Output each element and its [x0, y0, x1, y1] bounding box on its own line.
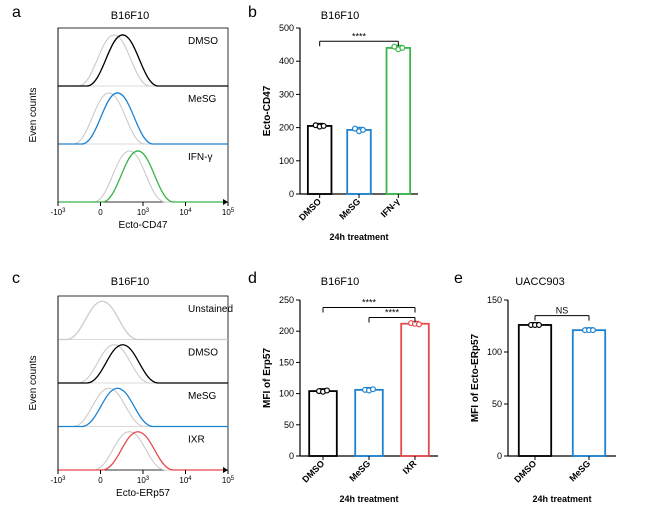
svg-text:200: 200 — [279, 326, 294, 336]
svg-text:DMSO: DMSO — [297, 196, 323, 222]
svg-text:50: 50 — [284, 420, 294, 430]
svg-text:DMSO: DMSO — [512, 458, 538, 484]
svg-text:200: 200 — [279, 123, 294, 133]
svg-text:MeSG: MeSG — [188, 391, 217, 402]
svg-text:0: 0 — [497, 451, 502, 461]
panel-letter-e: e — [454, 270, 463, 288]
svg-text:100: 100 — [279, 156, 294, 166]
svg-text:104: 104 — [179, 476, 192, 485]
panel-e-bar: 0 50 100 150 MFI of Ecto-ERp57 DMSO MeSG 24h tr… — [466, 288, 626, 508]
svg-text:DMSO: DMSO — [188, 348, 218, 359]
svg-text:105: 105 — [222, 208, 235, 217]
svg-text:0: 0 — [98, 476, 103, 485]
svg-text:IFN-γ: IFN-γ — [188, 152, 212, 163]
svg-text:IFN-γ: IFN-γ — [379, 196, 402, 219]
panel-d-title: B16F10 — [280, 276, 400, 288]
svg-text:Even counts: Even counts — [28, 87, 39, 142]
svg-text:24h treatment: 24h treatment — [339, 494, 398, 504]
svg-text:Even counts: Even counts — [28, 355, 39, 410]
svg-text:****: **** — [352, 31, 367, 41]
panel-e-title: UACC903 — [490, 276, 590, 288]
svg-text:****: **** — [385, 307, 400, 317]
svg-text:Unstained: Unstained — [188, 304, 233, 315]
svg-text:104: 104 — [179, 208, 192, 217]
panel-b-bar: 0 100 200 300 400 500 Ecto-CD47 DMSO MeSG IFN-γ 24… — [258, 16, 428, 246]
svg-text:Ecto-CD47: Ecto-CD47 — [262, 85, 273, 136]
panel-c-flow: Unstained DMSO MeSG IXR -103 0 103 104 105 Even c… — [20, 288, 240, 508]
svg-text:NS: NS — [556, 306, 569, 316]
svg-text:50: 50 — [492, 399, 502, 409]
svg-text:MFI of Erp57: MFI of Erp57 — [262, 348, 273, 408]
svg-text:105: 105 — [222, 476, 235, 485]
svg-text:150: 150 — [279, 357, 294, 367]
svg-text:****: **** — [362, 297, 377, 307]
svg-text:DMSO: DMSO — [300, 458, 326, 484]
panel-a-flow: DMSO MeSG IFN-γ -103 0 103 104 105 Even counts Ec… — [20, 20, 240, 240]
svg-text:MeSG: MeSG — [567, 458, 592, 483]
svg-text:0: 0 — [289, 189, 294, 199]
svg-text:MeSG: MeSG — [188, 94, 217, 105]
svg-text:-103: -103 — [51, 476, 67, 485]
svg-text:0: 0 — [98, 208, 103, 217]
panel-c-title: B16F10 — [60, 276, 200, 288]
svg-text:Ecto-CD47: Ecto-CD47 — [119, 220, 168, 231]
svg-text:Ecto-ERp57: Ecto-ERp57 — [116, 488, 170, 499]
svg-text:300: 300 — [279, 89, 294, 99]
svg-text:103: 103 — [137, 476, 150, 485]
svg-text:-103: -103 — [51, 208, 67, 217]
svg-text:150: 150 — [487, 295, 502, 305]
svg-text:MeSG: MeSG — [347, 458, 372, 483]
svg-text:103: 103 — [137, 208, 150, 217]
svg-text:100: 100 — [279, 389, 294, 399]
svg-text:24h treatment: 24h treatment — [329, 232, 388, 242]
svg-text:400: 400 — [279, 56, 294, 66]
svg-text:MFI of Ecto-ERp57: MFI of Ecto-ERp57 — [470, 333, 481, 422]
svg-text:MeSG: MeSG — [337, 196, 362, 221]
panel-letter-c: c — [12, 270, 20, 288]
svg-text:24h treatment: 24h treatment — [532, 494, 591, 504]
svg-text:100: 100 — [487, 347, 502, 357]
svg-text:IXR: IXR — [401, 458, 419, 476]
svg-text:0: 0 — [289, 451, 294, 461]
svg-text:250: 250 — [279, 295, 294, 305]
panel-letter-b: b — [248, 4, 257, 22]
figure-root: a b c d e B16F10 B16F10 B16F10 B16F10 UA… — [0, 0, 650, 510]
svg-text:IXR: IXR — [188, 435, 205, 446]
svg-text:DMSO: DMSO — [188, 36, 218, 47]
panel-d-bar: 0 50 100 150 200 250 MFI of Erp57 DMSO MeSG IXR 24… — [258, 288, 448, 508]
panel-letter-d: d — [248, 270, 257, 288]
svg-text:500: 500 — [279, 23, 294, 33]
